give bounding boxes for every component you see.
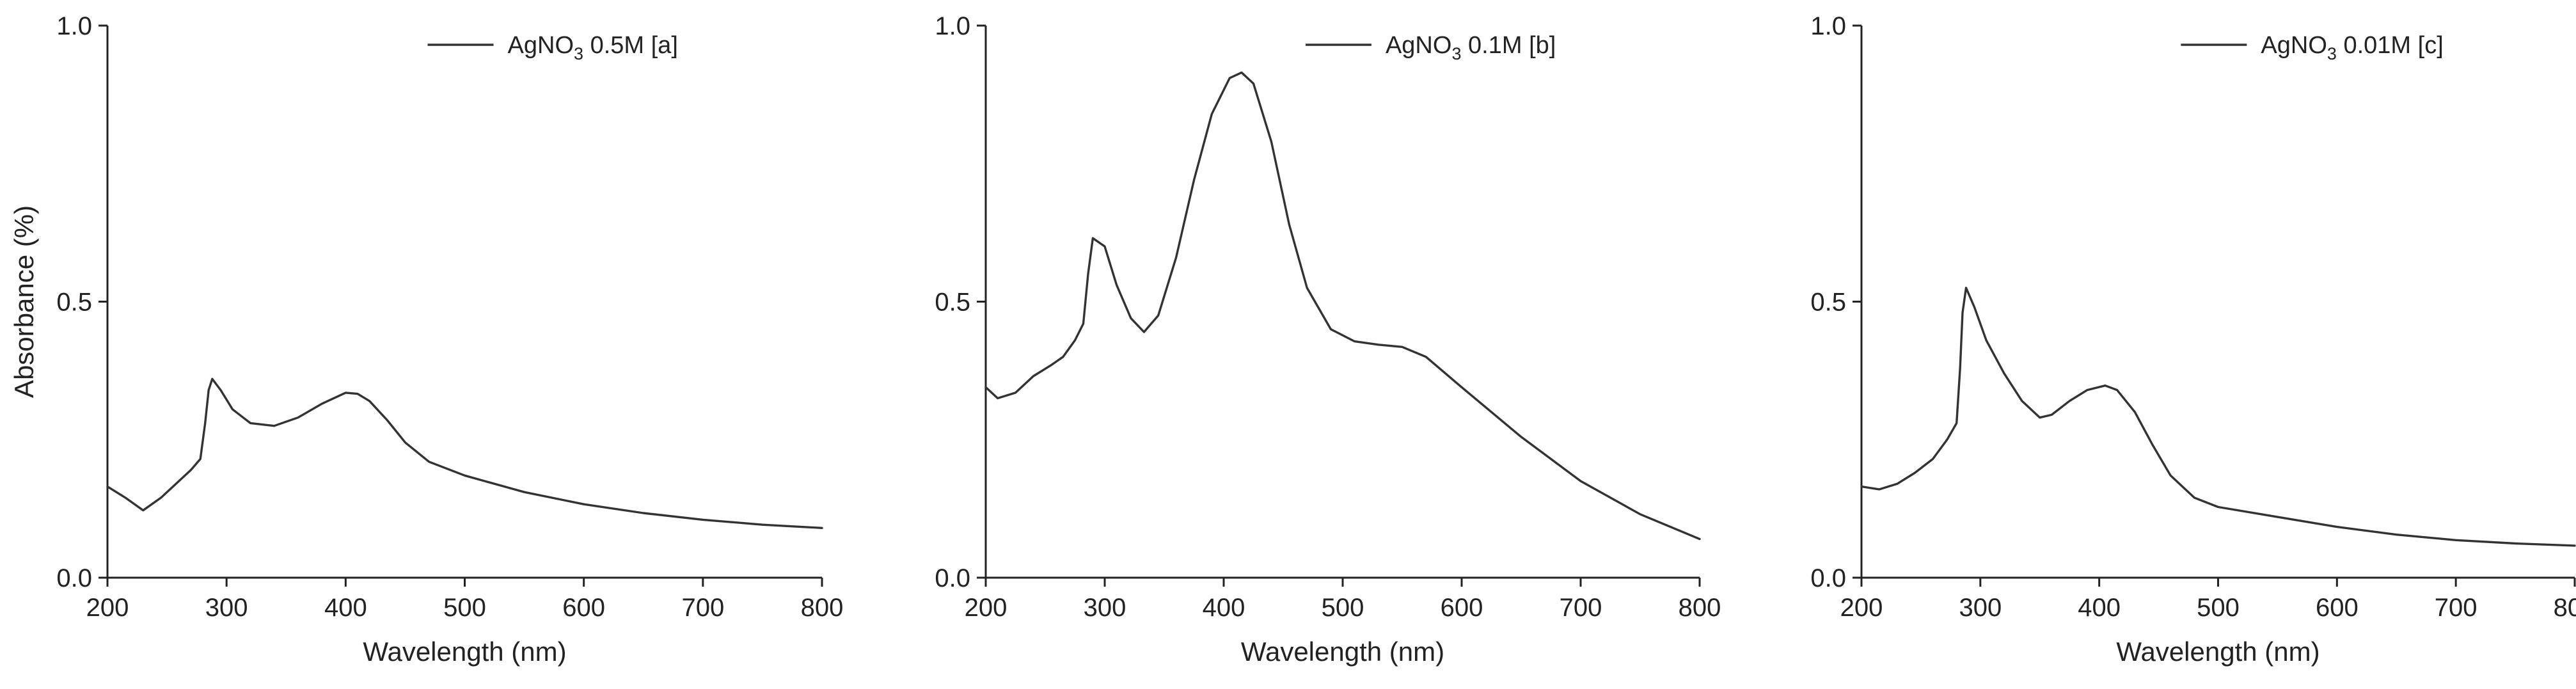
y-tick-label: 1.0 [56, 12, 92, 40]
y-tick-label: 0.5 [1810, 289, 1846, 317]
chart-panel-2: 200 300 400 500 600 700 800 0.0 0.5 1.0 Wavelength… [935, 12, 1721, 667]
x-tick-label: 200 [965, 594, 1007, 622]
x-axis-title: Wavelength (nm) [363, 637, 566, 667]
y-tick-label: 1.0 [935, 12, 970, 40]
x-tick-label: 200 [1840, 594, 1883, 622]
x-tick-label: 200 [86, 594, 129, 622]
x-tick-label: 500 [1322, 594, 1364, 622]
chart-panel-1: 200 300 400 500 600 700 800 0.0 0.5 1.0 Wavelength… [9, 12, 843, 667]
spectrum-line [1860, 287, 2576, 547]
x-tick-label: 600 [1441, 594, 1483, 622]
legend-label: AgNO3 0.1M [b] [1386, 32, 1556, 63]
x-tick-label: 700 [1560, 594, 1602, 622]
x-tick-label: 400 [2078, 594, 2121, 622]
x-tick-label: 700 [2435, 594, 2477, 622]
y-tick-label: 0.0 [935, 564, 970, 592]
x-tick-label: 800 [1679, 594, 1721, 622]
x-tick-label: 700 [681, 594, 724, 622]
x-tick-label: 300 [1959, 594, 2002, 622]
y-tick-label: 1.0 [1810, 12, 1846, 40]
x-axis-title: Wavelength (nm) [2116, 637, 2319, 667]
x-tick-label: 600 [2316, 594, 2359, 622]
x-axis-title: Wavelength (nm) [1241, 637, 1444, 667]
y-tick-label: 0.5 [56, 289, 92, 317]
x-tick-label: 300 [1084, 594, 1126, 622]
y-axis-title: Absorbance (%) [9, 205, 39, 398]
x-tick-label: 400 [1203, 594, 1245, 622]
x-tick-label: 600 [562, 594, 605, 622]
y-tick-label: 0.0 [56, 564, 92, 592]
y-tick-label: 0.5 [935, 289, 970, 317]
x-tick-label: 800 [2554, 594, 2576, 622]
spectrum-line [984, 71, 1701, 541]
x-tick-label: 500 [443, 594, 486, 622]
y-tick-label: 0.0 [1810, 564, 1846, 592]
x-tick-label: 300 [205, 594, 248, 622]
legend-label: AgNO3 0.01M [c] [2261, 32, 2443, 63]
x-tick-label: 800 [801, 594, 844, 622]
legend-label: AgNO3 0.5M [a] [508, 32, 678, 63]
x-tick-label: 500 [2197, 594, 2240, 622]
spectrum-line [106, 377, 823, 529]
chart-panel-3: 200 300 400 500 600 700 800 0.0 0.5 1.0 Wavelength… [1810, 12, 2576, 667]
x-tick-label: 400 [324, 594, 367, 622]
